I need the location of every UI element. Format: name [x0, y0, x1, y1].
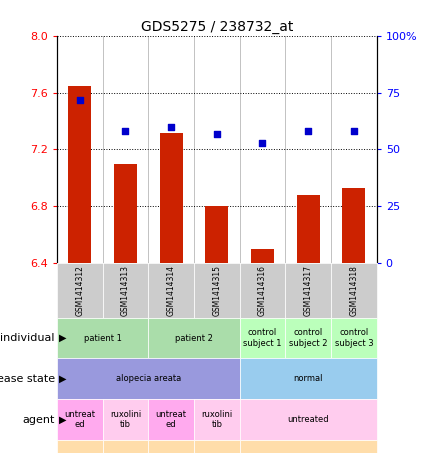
- Bar: [57, 399, 102, 440]
- Bar: [57, 263, 102, 318]
- Title: GDS5275 / 238732_at: GDS5275 / 238732_at: [141, 20, 293, 34]
- Text: GSM1414317: GSM1414317: [304, 265, 313, 316]
- Bar: [194, 263, 240, 318]
- Point: [305, 128, 312, 135]
- Point: [213, 130, 220, 137]
- Bar: [57, 263, 102, 318]
- Point: [259, 139, 266, 146]
- Text: patient 1: patient 1: [84, 333, 122, 342]
- Bar: [205, 206, 228, 263]
- Point: [76, 96, 83, 103]
- Text: ▶: ▶: [59, 333, 67, 343]
- Text: ruxolini
tib: ruxolini tib: [201, 410, 233, 429]
- Text: untreat
ed: untreat ed: [64, 410, 95, 429]
- Bar: [160, 132, 183, 263]
- Text: normal: normal: [293, 374, 323, 383]
- Text: GSM1414316: GSM1414316: [258, 265, 267, 316]
- Bar: [194, 263, 240, 318]
- Text: control
subject 3: control subject 3: [335, 328, 373, 348]
- Text: GSM1414314: GSM1414314: [166, 265, 176, 316]
- Text: patient 2: patient 2: [175, 333, 213, 342]
- Bar: [57, 440, 102, 453]
- Bar: [240, 399, 377, 440]
- Bar: [68, 86, 91, 263]
- Bar: [297, 195, 320, 263]
- Text: GSM1414313: GSM1414313: [121, 265, 130, 316]
- Point: [350, 128, 357, 135]
- Bar: [102, 263, 148, 318]
- Text: disease state: disease state: [0, 374, 55, 384]
- Text: agent: agent: [22, 414, 55, 424]
- Bar: [194, 440, 240, 453]
- Bar: [251, 249, 274, 263]
- Text: control
subject 2: control subject 2: [289, 328, 328, 348]
- Bar: [343, 188, 365, 263]
- Bar: [331, 263, 377, 318]
- Bar: [57, 358, 240, 399]
- Text: alopecia areata: alopecia areata: [116, 374, 181, 383]
- Bar: [331, 318, 377, 358]
- Bar: [285, 318, 331, 358]
- Text: ▶: ▶: [59, 414, 67, 424]
- Text: ▶: ▶: [59, 374, 67, 384]
- Bar: [102, 263, 148, 318]
- Bar: [148, 318, 240, 358]
- Bar: [102, 440, 148, 453]
- Text: GSM1414318: GSM1414318: [350, 265, 358, 316]
- Bar: [148, 399, 194, 440]
- Bar: [148, 263, 194, 318]
- Bar: [102, 399, 148, 440]
- Bar: [285, 263, 331, 318]
- Bar: [331, 263, 377, 318]
- Text: untreated: untreated: [287, 415, 329, 424]
- Text: individual: individual: [0, 333, 55, 343]
- Point: [168, 123, 175, 130]
- Text: ruxolini
tib: ruxolini tib: [110, 410, 141, 429]
- Bar: [240, 358, 377, 399]
- Point: [122, 128, 129, 135]
- Bar: [57, 318, 148, 358]
- Text: GSM1414312: GSM1414312: [75, 265, 84, 316]
- Bar: [240, 318, 285, 358]
- Text: control
subject 1: control subject 1: [243, 328, 282, 348]
- Text: GSM1414315: GSM1414315: [212, 265, 221, 316]
- Text: untreat
ed: untreat ed: [155, 410, 187, 429]
- Bar: [285, 263, 331, 318]
- Bar: [148, 440, 194, 453]
- Bar: [148, 263, 194, 318]
- Bar: [194, 399, 240, 440]
- Bar: [240, 263, 285, 318]
- Bar: [240, 440, 377, 453]
- Bar: [114, 164, 137, 263]
- Bar: [240, 263, 285, 318]
